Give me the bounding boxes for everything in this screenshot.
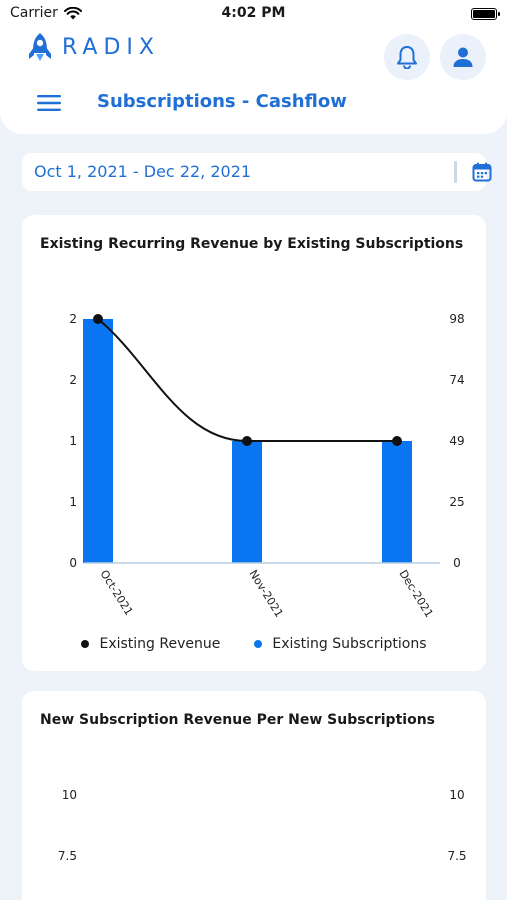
date-range-picker[interactable]: Oct 1, 2021 - Dec 22, 2021 [22, 153, 492, 191]
legend-dot-subscriptions [254, 640, 263, 648]
legend-item-revenue[interactable]: Existing Revenue [81, 636, 220, 652]
chart-bar [382, 441, 412, 563]
right-tick-label: 74 [449, 373, 464, 387]
left-tick-label: 1 [69, 495, 77, 509]
logo-text: RADIX [62, 34, 160, 60]
existing-revenue-card: Existing Recurring Revenue by Existing S… [22, 215, 486, 671]
rocket-logo-icon [29, 33, 51, 61]
left-tick-label: 2 [69, 312, 77, 326]
revenue-point [392, 436, 402, 446]
date-divider [454, 161, 457, 183]
left-tick-label: 10 [62, 788, 77, 802]
battery-icon [471, 8, 500, 20]
right-tick-label: 10 [449, 788, 464, 802]
chart-bar [83, 319, 113, 563]
notifications-button[interactable] [384, 34, 430, 80]
x-tick-label: Nov-2021 [246, 568, 285, 620]
carrier-label: Carrier [10, 5, 58, 21]
bell-icon [397, 46, 417, 69]
revenue-point [93, 314, 103, 324]
left-tick-label: 7.5 [58, 849, 77, 863]
status-bar: Carrier 4:02 PM [0, 0, 507, 28]
new-subscription-revenue-chart: 10 7.5 10 7.5 [58, 788, 467, 863]
chart-title: Existing Recurring Revenue by Existing S… [40, 236, 464, 252]
legend-item-subscriptions[interactable]: Existing Subscriptions [254, 636, 427, 652]
revenue-line [97, 318, 397, 443]
right-tick-label: 25 [449, 495, 464, 509]
x-tick-label: Oct-2021 [97, 568, 135, 618]
chart-legend: Existing Revenue Existing Subscriptions [22, 636, 486, 652]
status-time: 4:02 PM [221, 5, 286, 21]
left-tick-label: 0 [69, 556, 77, 570]
legend-dot-revenue [81, 640, 90, 648]
chart-title-2: New Subscription Revenue Per New Subscri… [40, 712, 435, 728]
new-subscription-revenue-card: New Subscription Revenue Per New Subscri… [22, 691, 486, 900]
user-icon [453, 47, 473, 67]
status-left: Carrier [10, 5, 82, 21]
app-header: RADIX Subscriptions - Cashflow [0, 28, 507, 134]
calendar-icon[interactable] [472, 162, 492, 182]
right-tick-label: 7.5 [447, 849, 466, 863]
date-range-value: Oct 1, 2021 - Dec 22, 2021 [34, 162, 252, 181]
existing-revenue-chart: 0 1 1 2 2 0 25 49 74 98 Oct-2021 Nov-2021 Dec-2021 [69, 312, 464, 620]
legend-label-revenue: Existing Revenue [99, 636, 221, 652]
left-tick-label: 1 [69, 434, 77, 448]
x-tick-label: Dec-2021 [396, 568, 435, 620]
wifi-icon [63, 6, 82, 19]
chart-bar [232, 441, 262, 563]
right-tick-label: 98 [449, 312, 464, 326]
app-logo: RADIX [26, 32, 160, 62]
page-title: Subscriptions - Cashflow [97, 91, 347, 112]
hamburger-menu-icon[interactable] [37, 95, 61, 111]
left-tick-label: 2 [69, 373, 77, 387]
profile-button[interactable] [440, 34, 486, 80]
right-tick-label: 49 [449, 434, 464, 448]
revenue-point [242, 436, 252, 446]
legend-label-subscriptions: Existing Subscriptions [272, 636, 427, 652]
right-tick-label: 0 [453, 556, 461, 570]
